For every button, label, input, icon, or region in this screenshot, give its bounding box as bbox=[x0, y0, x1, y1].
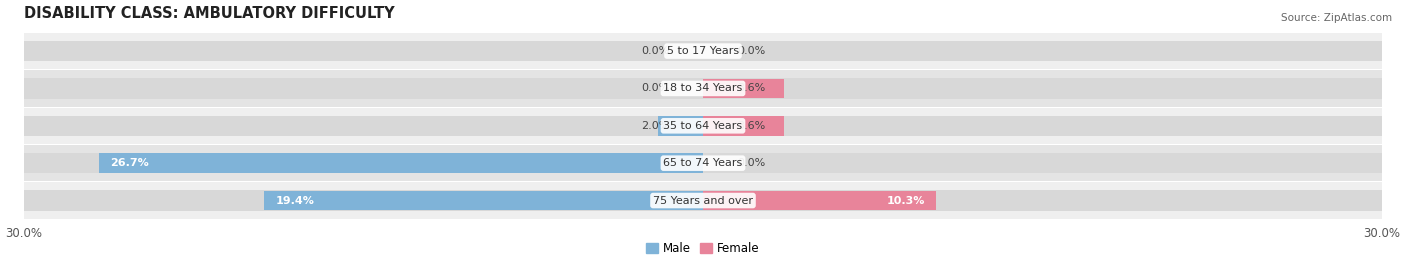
Text: 3.6%: 3.6% bbox=[737, 121, 765, 131]
Bar bbox=[98, 154, 703, 173]
Bar bbox=[24, 182, 1382, 219]
Bar bbox=[658, 116, 703, 136]
Bar bbox=[24, 116, 1382, 136]
Text: 0.0%: 0.0% bbox=[737, 158, 765, 168]
Text: 0.0%: 0.0% bbox=[641, 83, 669, 94]
Text: DISABILITY CLASS: AMBULATORY DIFFICULTY: DISABILITY CLASS: AMBULATORY DIFFICULTY bbox=[24, 6, 395, 21]
Text: 5 to 17 Years: 5 to 17 Years bbox=[666, 46, 740, 56]
Text: 2.0%: 2.0% bbox=[641, 121, 669, 131]
Text: 65 to 74 Years: 65 to 74 Years bbox=[664, 158, 742, 168]
Bar bbox=[264, 191, 703, 210]
Text: 10.3%: 10.3% bbox=[886, 196, 925, 206]
Text: 35 to 64 Years: 35 to 64 Years bbox=[664, 121, 742, 131]
Text: 26.7%: 26.7% bbox=[110, 158, 149, 168]
Text: 0.0%: 0.0% bbox=[737, 46, 765, 56]
Bar bbox=[703, 116, 785, 136]
Bar bbox=[24, 107, 1382, 144]
Bar bbox=[24, 70, 1382, 107]
Text: 19.4%: 19.4% bbox=[276, 196, 314, 206]
Bar bbox=[24, 145, 1382, 181]
Text: Source: ZipAtlas.com: Source: ZipAtlas.com bbox=[1281, 13, 1392, 23]
Legend: Male, Female: Male, Female bbox=[641, 237, 765, 260]
Bar bbox=[24, 78, 1382, 99]
Bar bbox=[24, 153, 1382, 173]
Text: 3.6%: 3.6% bbox=[737, 83, 765, 94]
Bar bbox=[24, 41, 1382, 61]
Text: 75 Years and over: 75 Years and over bbox=[652, 196, 754, 206]
Text: 18 to 34 Years: 18 to 34 Years bbox=[664, 83, 742, 94]
Bar bbox=[703, 79, 785, 98]
Text: 0.0%: 0.0% bbox=[641, 46, 669, 56]
Bar bbox=[24, 33, 1382, 69]
Bar bbox=[703, 191, 936, 210]
Bar bbox=[24, 190, 1382, 211]
